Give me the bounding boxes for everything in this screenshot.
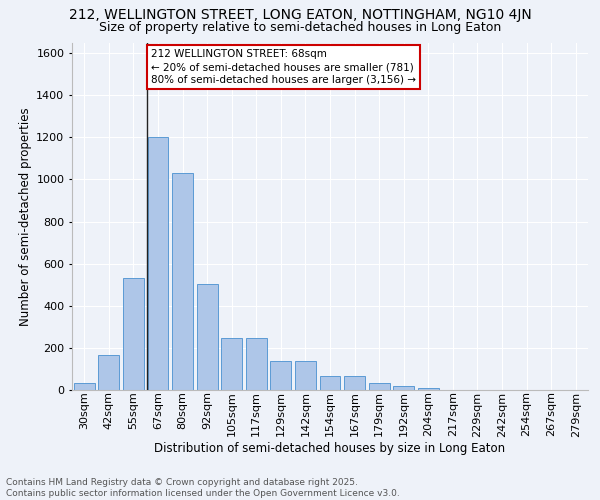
Bar (295, 360, 316, 390)
Text: 212 WELLINGTON STREET: 68sqm
← 20% of semi-detached houses are smaller (781)
80%: 212 WELLINGTON STREET: 68sqm ← 20% of se… (151, 49, 416, 85)
Bar (98, 355, 119, 390)
Bar (418, 388, 439, 390)
Bar (197, 284, 218, 390)
Bar (221, 338, 242, 390)
Text: 212, WELLINGTON STREET, LONG EATON, NOTTINGHAM, NG10 4JN: 212, WELLINGTON STREET, LONG EATON, NOTT… (68, 8, 532, 22)
Bar (172, 173, 193, 390)
Bar (271, 360, 292, 390)
Bar (320, 376, 340, 390)
Text: Size of property relative to semi-detached houses in Long Eaton: Size of property relative to semi-detach… (99, 22, 501, 35)
Bar (368, 382, 389, 390)
X-axis label: Distribution of semi-detached houses by size in Long Eaton: Distribution of semi-detached houses by … (154, 442, 506, 455)
Text: Contains HM Land Registry data © Crown copyright and database right 2025.
Contai: Contains HM Land Registry data © Crown c… (6, 478, 400, 498)
Bar (123, 278, 144, 390)
Bar (344, 376, 365, 390)
Y-axis label: Number of semi-detached properties: Number of semi-detached properties (19, 107, 32, 326)
Bar (74, 382, 95, 390)
Bar (246, 338, 267, 390)
Bar (393, 386, 414, 390)
Bar (148, 138, 169, 390)
